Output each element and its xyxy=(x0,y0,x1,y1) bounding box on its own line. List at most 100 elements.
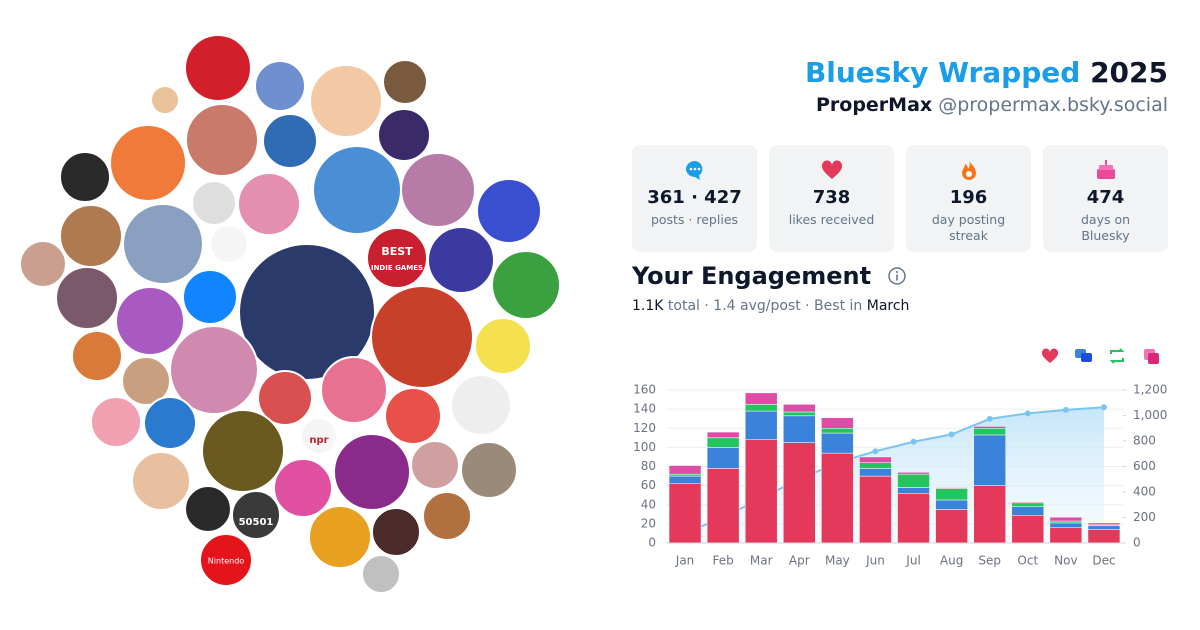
bar-segment xyxy=(973,485,1006,544)
avatar[interactable] xyxy=(115,286,185,356)
avatar[interactable] xyxy=(209,224,249,264)
bar-segment xyxy=(935,487,968,489)
avatar[interactable] xyxy=(201,409,285,493)
summary-part: March xyxy=(866,298,910,314)
bar-segment xyxy=(1011,515,1045,544)
avatar[interactable] xyxy=(237,172,301,236)
title-brand: Bluesky Wrapped xyxy=(804,56,1081,89)
bar-segment xyxy=(744,410,778,440)
avatar[interactable] xyxy=(320,356,388,424)
avatar[interactable] xyxy=(333,433,411,511)
avatar[interactable] xyxy=(90,396,142,448)
bar-segment xyxy=(744,439,778,544)
line-point xyxy=(1100,404,1107,411)
avatar[interactable] xyxy=(55,266,119,330)
avatar[interactable] xyxy=(254,60,306,112)
avatar[interactable] xyxy=(122,203,204,285)
bar-segment xyxy=(897,471,930,475)
avatar[interactable] xyxy=(231,490,281,540)
avatar[interactable] xyxy=(185,103,259,177)
stat-label: posts · replies xyxy=(650,212,739,227)
avatar[interactable] xyxy=(450,374,512,436)
avatar[interactable] xyxy=(238,243,376,381)
avatar[interactable] xyxy=(59,151,111,203)
y-tick-label: 160 xyxy=(633,383,656,397)
line-point xyxy=(1024,410,1031,417)
avatar[interactable] xyxy=(384,387,442,445)
line-point xyxy=(986,415,993,422)
legend xyxy=(1041,348,1159,364)
avatar[interactable] xyxy=(169,325,259,415)
avatar[interactable] xyxy=(131,451,191,511)
bar-segment xyxy=(706,431,740,439)
legend-icon[interactable] xyxy=(1144,349,1159,364)
y-tick-label: 140 xyxy=(633,402,656,416)
avatar[interactable] xyxy=(476,178,542,244)
avatar[interactable] xyxy=(400,152,476,228)
avatar-text: npr xyxy=(309,435,328,446)
avatar[interactable] xyxy=(427,226,495,294)
avatar[interactable] xyxy=(474,317,532,375)
avatar[interactable] xyxy=(184,34,252,102)
bar-segment xyxy=(821,432,854,454)
avatar[interactable] xyxy=(19,240,67,288)
x-tick-label: Oct xyxy=(1017,554,1038,568)
title-year: 2025 xyxy=(1090,56,1168,89)
avatar[interactable] xyxy=(143,396,197,450)
summary-part: 1.4 xyxy=(713,298,736,314)
avatar[interactable] xyxy=(366,227,428,289)
avatar[interactable] xyxy=(257,370,313,426)
avatar[interactable] xyxy=(460,441,518,499)
avatar[interactable] xyxy=(377,108,431,162)
avatar[interactable] xyxy=(422,491,472,541)
avatar[interactable] xyxy=(199,533,253,587)
bar-segment xyxy=(1049,527,1083,544)
bar-segment xyxy=(1087,529,1121,544)
y-tick-label: 60 xyxy=(641,478,656,492)
summary: 1.1K total · 1.4 avg/post · Best in Marc… xyxy=(632,298,909,314)
y2-tick-label: 0 xyxy=(1133,536,1141,550)
bar-segment xyxy=(897,473,930,488)
avatar[interactable] xyxy=(109,124,187,202)
info-icon[interactable] xyxy=(887,266,907,286)
avatar[interactable] xyxy=(300,417,338,455)
stat-value: 738 xyxy=(812,187,851,208)
bar-segment xyxy=(783,442,816,544)
avatar-text: BEST xyxy=(381,245,413,258)
avatar[interactable] xyxy=(184,485,232,533)
avatar[interactable] xyxy=(71,330,123,382)
avatar[interactable] xyxy=(182,269,238,325)
avatar[interactable] xyxy=(150,85,180,115)
y-tick-label: 80 xyxy=(641,459,656,473)
y-tick-label: 20 xyxy=(641,516,656,530)
avatar[interactable] xyxy=(371,507,421,557)
legend-icon[interactable] xyxy=(1041,348,1059,363)
line-point xyxy=(758,494,765,501)
line-point xyxy=(682,529,689,536)
bar-segment xyxy=(1087,525,1121,530)
avatar[interactable] xyxy=(410,440,460,490)
avatar[interactable] xyxy=(273,458,333,518)
avatar[interactable] xyxy=(121,356,171,406)
legend-icon[interactable] xyxy=(1109,348,1125,364)
avatar[interactable] xyxy=(262,113,318,169)
y-tick-label: 40 xyxy=(641,497,656,511)
avatar[interactable] xyxy=(308,505,372,569)
avatar[interactable] xyxy=(312,145,402,235)
legend-icon[interactable] xyxy=(1075,349,1092,362)
avatar[interactable] xyxy=(382,59,428,105)
line-point xyxy=(910,438,917,445)
avatar[interactable] xyxy=(191,180,237,226)
avatar[interactable] xyxy=(491,250,561,320)
avatar[interactable] xyxy=(370,285,474,389)
bar-segment xyxy=(668,483,702,544)
section-title: Your Engagement xyxy=(632,262,907,290)
bar-segment xyxy=(935,509,968,544)
y2-tick-label: 1,200 xyxy=(1133,383,1167,397)
avatar[interactable] xyxy=(59,204,123,268)
bar-segment xyxy=(1049,522,1083,528)
avatar[interactable] xyxy=(309,64,383,138)
bar-segment xyxy=(1011,506,1045,516)
bar-segment xyxy=(1049,516,1083,522)
avatar[interactable] xyxy=(361,554,401,594)
